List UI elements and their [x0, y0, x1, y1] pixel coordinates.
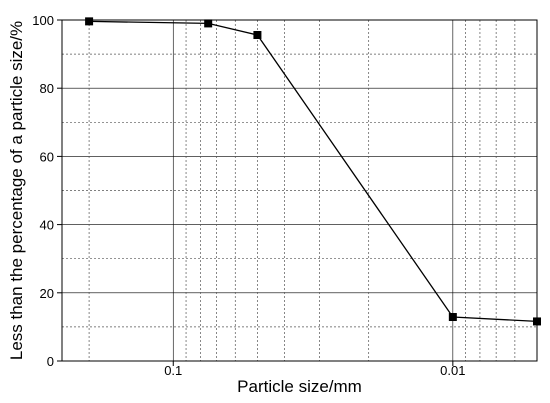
- grid-lines: [62, 20, 537, 361]
- data-point-marker: [253, 31, 262, 40]
- data-point-marker: [448, 313, 457, 322]
- y-tick-label: 60: [40, 149, 54, 164]
- series-line: [89, 20, 538, 323]
- y-axis-ticks: 0 20 40 60 80 100: [32, 13, 62, 369]
- data-point-marker: [533, 317, 541, 326]
- data-point-marker: [204, 19, 213, 28]
- x-tick-label: 0.1: [164, 363, 182, 378]
- y-tick-label: 40: [40, 218, 54, 233]
- x-axis-label: Particle size/mm: [237, 377, 362, 396]
- y-tick-label: 80: [40, 81, 54, 96]
- data-point-marker: [85, 17, 94, 26]
- y-tick-label: 20: [40, 286, 54, 301]
- x-tick-label: 0.01: [440, 363, 465, 378]
- plot-frame: [61, 19, 538, 362]
- y-tick-label: 100: [32, 13, 54, 28]
- x-axis-ticks: 0.1 0.01: [164, 361, 465, 378]
- y-axis-label: Less than the percentage of a particle s…: [7, 21, 26, 360]
- y-tick-label: 0: [47, 354, 54, 369]
- series-markers: [85, 17, 541, 326]
